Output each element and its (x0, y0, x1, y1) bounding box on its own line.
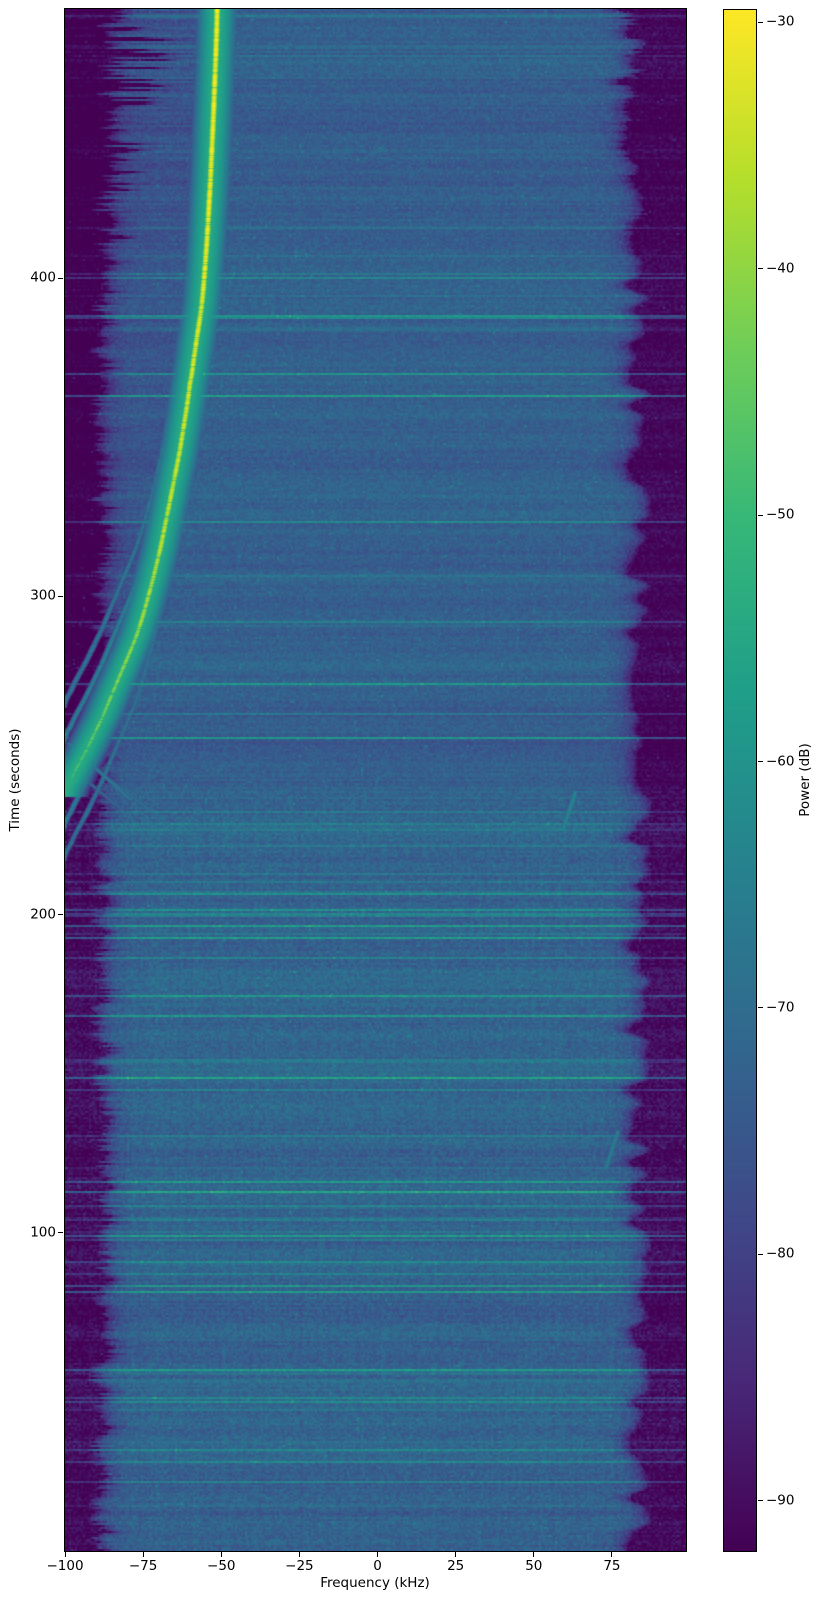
x-tick-label: 50 (525, 1558, 543, 1574)
y-tick-label: 300 (30, 587, 56, 604)
x-tick-mark (298, 1552, 300, 1557)
colorbar-tick-mark (758, 1007, 763, 1009)
colorbar-tick-label: −90 (766, 1491, 795, 1508)
colorbar-tick-mark (758, 21, 763, 23)
colorbar-tick-mark (758, 1500, 763, 1502)
colorbar-label: Power (dB) (797, 743, 813, 817)
x-tick-mark (455, 1552, 457, 1557)
colorbar-frame (723, 9, 757, 1552)
y-tick-mark (58, 914, 63, 916)
x-tick-mark (377, 1552, 379, 1557)
spectrogram-canvas (65, 9, 686, 1551)
x-tick-mark (533, 1552, 535, 1557)
colorbar-tick-mark (758, 761, 763, 763)
colorbar-tick-label: −50 (766, 506, 795, 523)
x-axis-label: Frequency (kHz) (320, 1575, 430, 1591)
x-tick-label: 25 (447, 1558, 465, 1574)
x-tick-label: −75 (128, 1558, 158, 1574)
x-tick-label: −50 (207, 1558, 236, 1574)
y-axis-label: Time (seconds) (7, 728, 23, 832)
colorbar-tick-label: −60 (766, 752, 795, 769)
colorbar-tick-label: −40 (766, 259, 795, 276)
y-tick-mark (58, 595, 63, 597)
x-tick-mark (64, 1552, 66, 1557)
colorbar-tick-mark (758, 514, 763, 516)
x-tick-label: −100 (46, 1558, 84, 1574)
x-tick-mark (611, 1552, 613, 1557)
x-tick-mark (220, 1552, 222, 1557)
colorbar-tick-label: −30 (766, 13, 795, 30)
y-tick-mark (58, 1232, 63, 1234)
colorbar-tick-mark (758, 268, 763, 270)
x-tick-mark (142, 1552, 144, 1557)
y-tick-mark (58, 277, 63, 279)
colorbar-tick-label: −70 (766, 999, 795, 1016)
colorbar-canvas (724, 10, 756, 1551)
x-tick-label: 0 (373, 1558, 382, 1574)
x-tick-label: −25 (285, 1558, 314, 1574)
plot-area-frame (64, 8, 687, 1552)
y-tick-label: 400 (30, 269, 56, 286)
x-tick-label: 75 (603, 1558, 621, 1574)
y-tick-label: 100 (30, 1224, 56, 1241)
colorbar-tick-label: −80 (766, 1245, 795, 1262)
y-tick-label: 200 (30, 905, 56, 922)
colorbar-tick-mark (758, 1253, 763, 1255)
